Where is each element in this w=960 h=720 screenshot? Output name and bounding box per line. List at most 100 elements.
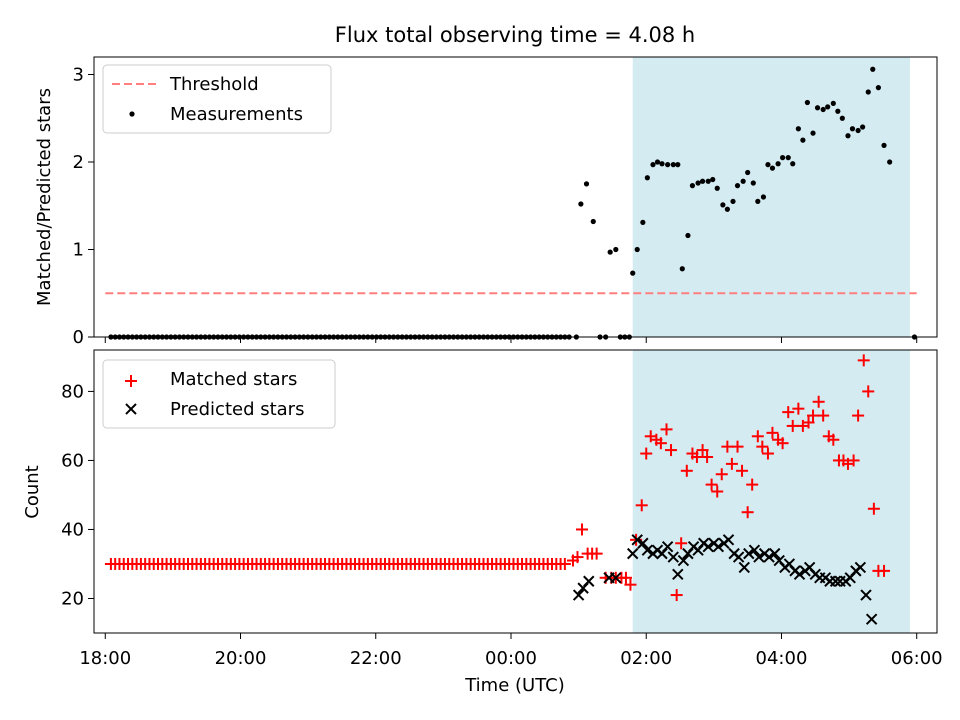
matched-star-point — [665, 444, 678, 457]
measurement-point — [860, 124, 866, 130]
matched-star-point — [640, 447, 653, 460]
matched-star-point — [571, 551, 584, 564]
matched-star-point — [590, 547, 603, 560]
predicted-star-point — [748, 544, 761, 556]
measurement-point — [740, 178, 746, 184]
matched-star-point — [802, 416, 815, 429]
bottom-y-axis-label: Count — [22, 465, 43, 518]
measurement-point — [724, 206, 730, 212]
predicted-star-point — [860, 589, 872, 601]
predicted-star-point — [572, 589, 585, 601]
matched-star-point — [807, 409, 820, 422]
matched-star-point — [756, 440, 769, 453]
matched-star-point — [635, 499, 648, 512]
y-tick-label: 20 — [61, 588, 84, 609]
matched-star-point — [725, 457, 738, 470]
matched-star-point — [766, 426, 779, 439]
measurement-point — [650, 162, 656, 168]
matched-star-point — [867, 502, 880, 515]
bottom-legend: Matched stars Predicted stars — [102, 359, 336, 429]
predicted-star-point — [738, 561, 750, 574]
measurement-point — [710, 176, 716, 183]
predicted-star-point — [631, 534, 643, 546]
measurement-point — [769, 165, 776, 171]
matched-star-point — [878, 564, 891, 577]
bottom-x-ticks: 18:00 20:00 22:00 00:00 02:00 04:00 06:00 — [79, 633, 943, 669]
measurement-point — [804, 99, 810, 106]
top-legend-box — [102, 64, 332, 134]
matched-star-point — [792, 402, 805, 415]
x-tick-label: 20:00 — [215, 648, 267, 669]
measurement-point — [790, 161, 796, 167]
measurement-point — [745, 169, 751, 176]
y-tick-label: 40 — [61, 519, 84, 540]
matched-star-point — [827, 433, 840, 446]
predicted-star-point — [672, 568, 684, 581]
y-tick-label: 60 — [61, 450, 84, 471]
matched-star-point — [624, 578, 637, 591]
matched-star-point — [558, 557, 571, 570]
matched-star-point — [711, 485, 724, 498]
measurement-point — [785, 155, 791, 161]
predicted-star-point — [641, 544, 654, 556]
measurement-point — [865, 89, 871, 95]
legend-measurements-swatch — [129, 111, 135, 117]
matched-star-point — [701, 450, 714, 463]
measurement-point — [665, 162, 671, 168]
legend-measurements-label: Measurements — [170, 104, 303, 125]
measurement-point — [644, 175, 650, 181]
measurement-point — [607, 249, 613, 255]
matched-star-point — [731, 440, 744, 453]
predicted-star-point — [637, 537, 649, 549]
x-tick-label: 06:00 — [891, 648, 943, 669]
measurement-point — [845, 133, 851, 139]
matched-star-point — [857, 354, 870, 367]
measurement-point — [760, 194, 767, 200]
measurement-point — [679, 266, 685, 272]
x-tick-label: 00:00 — [485, 648, 537, 669]
matched-star-point — [782, 406, 795, 419]
matched-star-point — [862, 385, 875, 398]
predicted-star-point — [732, 551, 745, 563]
measurement-point — [695, 180, 701, 186]
x-tick-label: 22:00 — [350, 648, 402, 669]
measurement-point — [814, 105, 821, 111]
matched-star-point — [847, 454, 860, 467]
matched-star-point — [675, 537, 688, 550]
predicted-star-point — [712, 541, 725, 553]
measurement-point — [730, 198, 736, 204]
bottom-shaded-interval — [632, 350, 910, 633]
matched-star-point — [736, 464, 749, 477]
legend-predicted-swatch — [125, 403, 137, 415]
x-axis-label: Time (UTC) — [464, 675, 565, 696]
measurement-point — [685, 232, 691, 239]
predicted-star-point — [743, 547, 755, 560]
matched-star-point — [680, 464, 693, 477]
y-tick-label: 2 — [73, 152, 84, 173]
matched-star-point — [746, 478, 759, 491]
top-axes-frame — [93, 56, 938, 338]
measurement-point — [670, 162, 676, 168]
predicted-star-point — [722, 534, 735, 546]
measurement-point — [870, 66, 876, 72]
predicted-star-point — [793, 568, 806, 581]
predicted-star-point — [753, 551, 765, 563]
measurement-point — [654, 159, 661, 165]
matched-star-point — [751, 430, 764, 443]
y-tick-label: 80 — [61, 381, 84, 402]
count-points — [104, 354, 891, 625]
measurement-point — [630, 270, 636, 276]
measurement-point — [714, 185, 720, 191]
matched-star-point — [721, 440, 734, 453]
shaded-interval — [632, 57, 910, 337]
measurement-point — [659, 161, 665, 167]
bottom-y-ticks: 20 40 60 80 — [61, 381, 94, 609]
measurement-point — [734, 183, 741, 189]
measurement-point — [849, 126, 856, 132]
matched-star-point — [575, 523, 588, 536]
top-legend: Threshold Measurements — [102, 64, 332, 134]
matched-star-point — [817, 409, 830, 422]
predicted-star-point — [610, 572, 622, 584]
measurement-point — [800, 137, 806, 143]
